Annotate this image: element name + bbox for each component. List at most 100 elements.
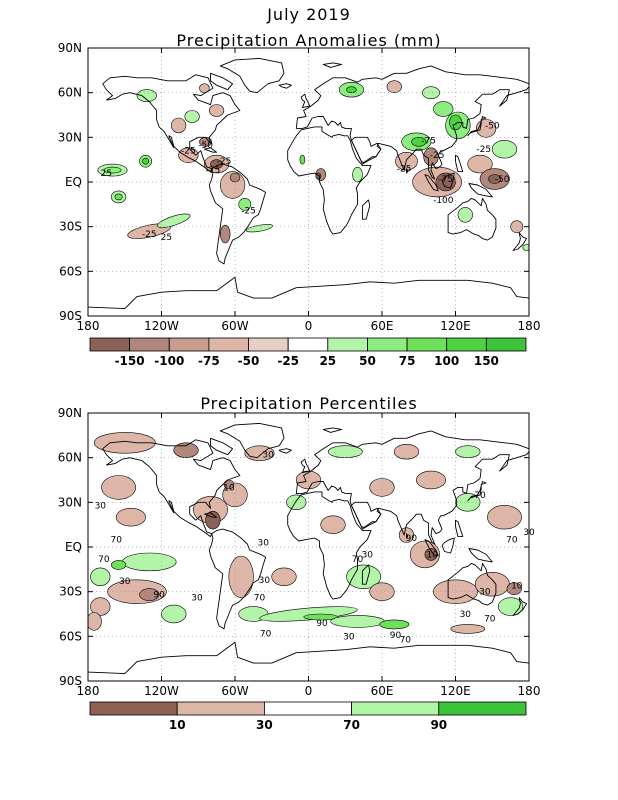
coastline-new-zealand bbox=[512, 597, 527, 616]
coastline-borneo bbox=[441, 172, 455, 189]
latitude-tick-label: 90S bbox=[59, 309, 82, 323]
colorbar-label: 90 bbox=[430, 718, 447, 732]
contour-label: 10 bbox=[223, 483, 235, 493]
coastline-baffin bbox=[210, 72, 234, 91]
longitude-tick-label: 0 bbox=[305, 684, 313, 698]
colorbar-swatch bbox=[287, 337, 329, 352]
longitude-tick-label: 60W bbox=[221, 319, 248, 333]
anomalies-fills bbox=[97, 80, 529, 251]
latitude-tick-label: 60N bbox=[58, 451, 82, 465]
shaded-region-brown_mid bbox=[173, 442, 199, 458]
coastline-japan bbox=[467, 481, 487, 502]
shaded-region-green_pale bbox=[491, 140, 518, 159]
shaded-region-brown_dark bbox=[435, 172, 456, 192]
longitude-tick-label: 180 bbox=[77, 684, 100, 698]
colorbar-swatch bbox=[351, 701, 440, 716]
shaded-region-brown_pale bbox=[450, 624, 486, 634]
shaded-region-green_light bbox=[103, 166, 122, 174]
coastline-cuba bbox=[203, 147, 218, 153]
contour-label: 10 bbox=[426, 550, 438, 560]
colorbar-swatch bbox=[446, 337, 487, 352]
shaded-region-brown_pale bbox=[487, 505, 522, 530]
anomalies-title: Precipitation Anomalies (mm) bbox=[176, 31, 441, 50]
colorbar-swatch bbox=[327, 337, 368, 352]
shaded-region-green_pale bbox=[161, 604, 187, 624]
coastline-new-guinea bbox=[468, 548, 493, 563]
coastline-sri-lanka bbox=[406, 533, 409, 539]
coastline-arabia bbox=[350, 501, 382, 529]
coastline-arabia bbox=[350, 136, 382, 164]
longitude-tick-label: 60E bbox=[371, 319, 394, 333]
coastline-iceland bbox=[278, 448, 292, 454]
shaded-region-brown_pale bbox=[90, 597, 111, 616]
colorbar-swatch bbox=[89, 701, 178, 716]
coastline-madagascar bbox=[361, 564, 371, 585]
coastline-australia bbox=[447, 562, 497, 606]
shaded-region-green_pale bbox=[352, 166, 363, 183]
coastline-greenland bbox=[219, 422, 285, 459]
longitude-tick-label: 120W bbox=[144, 684, 179, 698]
contour-label: 70 bbox=[474, 491, 486, 501]
contour-label: 70 bbox=[506, 536, 518, 546]
shaded-region-brown_pale bbox=[93, 432, 156, 454]
shaded-region-green_light bbox=[433, 101, 454, 117]
shaded-region-green_pale bbox=[245, 224, 274, 233]
colorbar-label: 25 bbox=[319, 354, 336, 368]
contour-label: 30 bbox=[262, 451, 274, 461]
contour-label: 30 bbox=[362, 550, 374, 560]
colorbar-swatch bbox=[438, 701, 527, 716]
coastline-uk bbox=[300, 93, 311, 109]
shaded-region-green_mid bbox=[299, 154, 306, 165]
coastline-north-america bbox=[102, 439, 241, 538]
contour-label: -75 bbox=[421, 136, 436, 146]
latitude-tick-label: 90S bbox=[59, 674, 82, 688]
anomalies-latitude-ticks: 90N 60N 30N EQ 30S 60S 90S bbox=[58, 41, 529, 323]
contour-label: 70 bbox=[254, 594, 266, 604]
coastline-philippines bbox=[455, 154, 464, 173]
coastline-greenland bbox=[219, 57, 285, 94]
contour-label: -25 bbox=[430, 151, 445, 161]
shaded-region-green_pale bbox=[422, 86, 440, 99]
colorbar-swatch bbox=[263, 701, 352, 716]
contour-label: -25 bbox=[217, 157, 232, 167]
shaded-region-green_pale bbox=[522, 244, 529, 251]
latitude-tick-label: 90N bbox=[58, 406, 82, 420]
shaded-region-green_pale bbox=[327, 445, 363, 459]
shaded-region-brown_pale bbox=[228, 555, 254, 598]
shaded-region-brown_mid bbox=[220, 224, 231, 244]
shaded-region-brown_mid bbox=[506, 582, 522, 596]
coastline-south-america bbox=[208, 528, 267, 630]
contour-label: -50 bbox=[485, 121, 500, 131]
contour-label: 30 bbox=[343, 632, 355, 642]
percentiles-fills bbox=[88, 432, 524, 634]
colorbar-label: 50 bbox=[359, 354, 376, 368]
contour-label: 30 bbox=[191, 594, 203, 604]
latitude-tick-label: 60S bbox=[59, 264, 82, 278]
percentiles-coastlines bbox=[88, 422, 529, 675]
percentiles-gridlines bbox=[88, 413, 529, 681]
contour-label: 70 bbox=[352, 555, 364, 565]
shaded-region-brown_pale bbox=[178, 147, 199, 163]
contour-label: 30 bbox=[119, 577, 131, 587]
latitude-tick-label: 60N bbox=[58, 86, 82, 100]
shaded-region-brown_pale bbox=[369, 582, 395, 601]
colorbar-label: -50 bbox=[238, 354, 260, 368]
colorbar-label: 75 bbox=[399, 354, 416, 368]
shaded-region-green_pale bbox=[157, 213, 191, 228]
shaded-region-green_light bbox=[238, 198, 252, 211]
contour-label: 30 bbox=[259, 576, 271, 586]
coastline-sri-lanka bbox=[406, 168, 409, 174]
colorbar-label: 10 bbox=[169, 718, 186, 732]
coastline-madagascar bbox=[361, 199, 371, 220]
colorbar-label: -25 bbox=[277, 354, 299, 368]
longitude-tick-label: 120E bbox=[440, 319, 471, 333]
colorbar-swatch bbox=[129, 337, 170, 352]
contour-label: 30 bbox=[257, 539, 269, 549]
coastline-japan bbox=[467, 116, 487, 137]
contour-label: -50 bbox=[198, 141, 213, 151]
shaded-region-brown_pale bbox=[171, 117, 187, 134]
contour-label: 90 bbox=[390, 631, 402, 641]
anomalies-colorbar: -150 -100 -75 -50 -25 25 50 75 100 150 bbox=[89, 337, 527, 368]
shaded-region-brown_pale bbox=[415, 470, 446, 490]
